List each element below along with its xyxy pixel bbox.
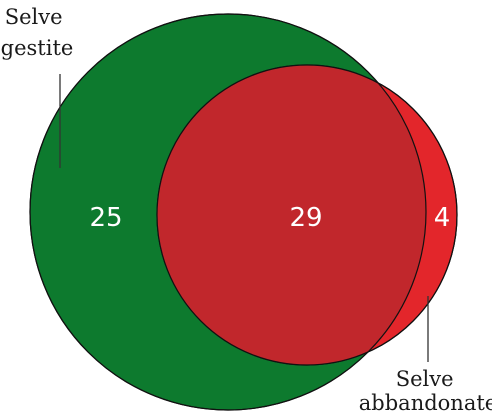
count-gestite-only: 25 bbox=[89, 203, 122, 233]
overlap-region bbox=[157, 65, 426, 365]
set-label-abbandonate: Selve abbandonate bbox=[359, 367, 492, 415]
set-abbandonate-outline bbox=[156, 64, 458, 366]
count-both: 29 bbox=[289, 203, 322, 233]
set-label-gestite: Selve gestite bbox=[1, 5, 74, 60]
count-abbandonate-only: 4 bbox=[434, 203, 451, 233]
set-gestite-outline bbox=[29, 13, 427, 411]
